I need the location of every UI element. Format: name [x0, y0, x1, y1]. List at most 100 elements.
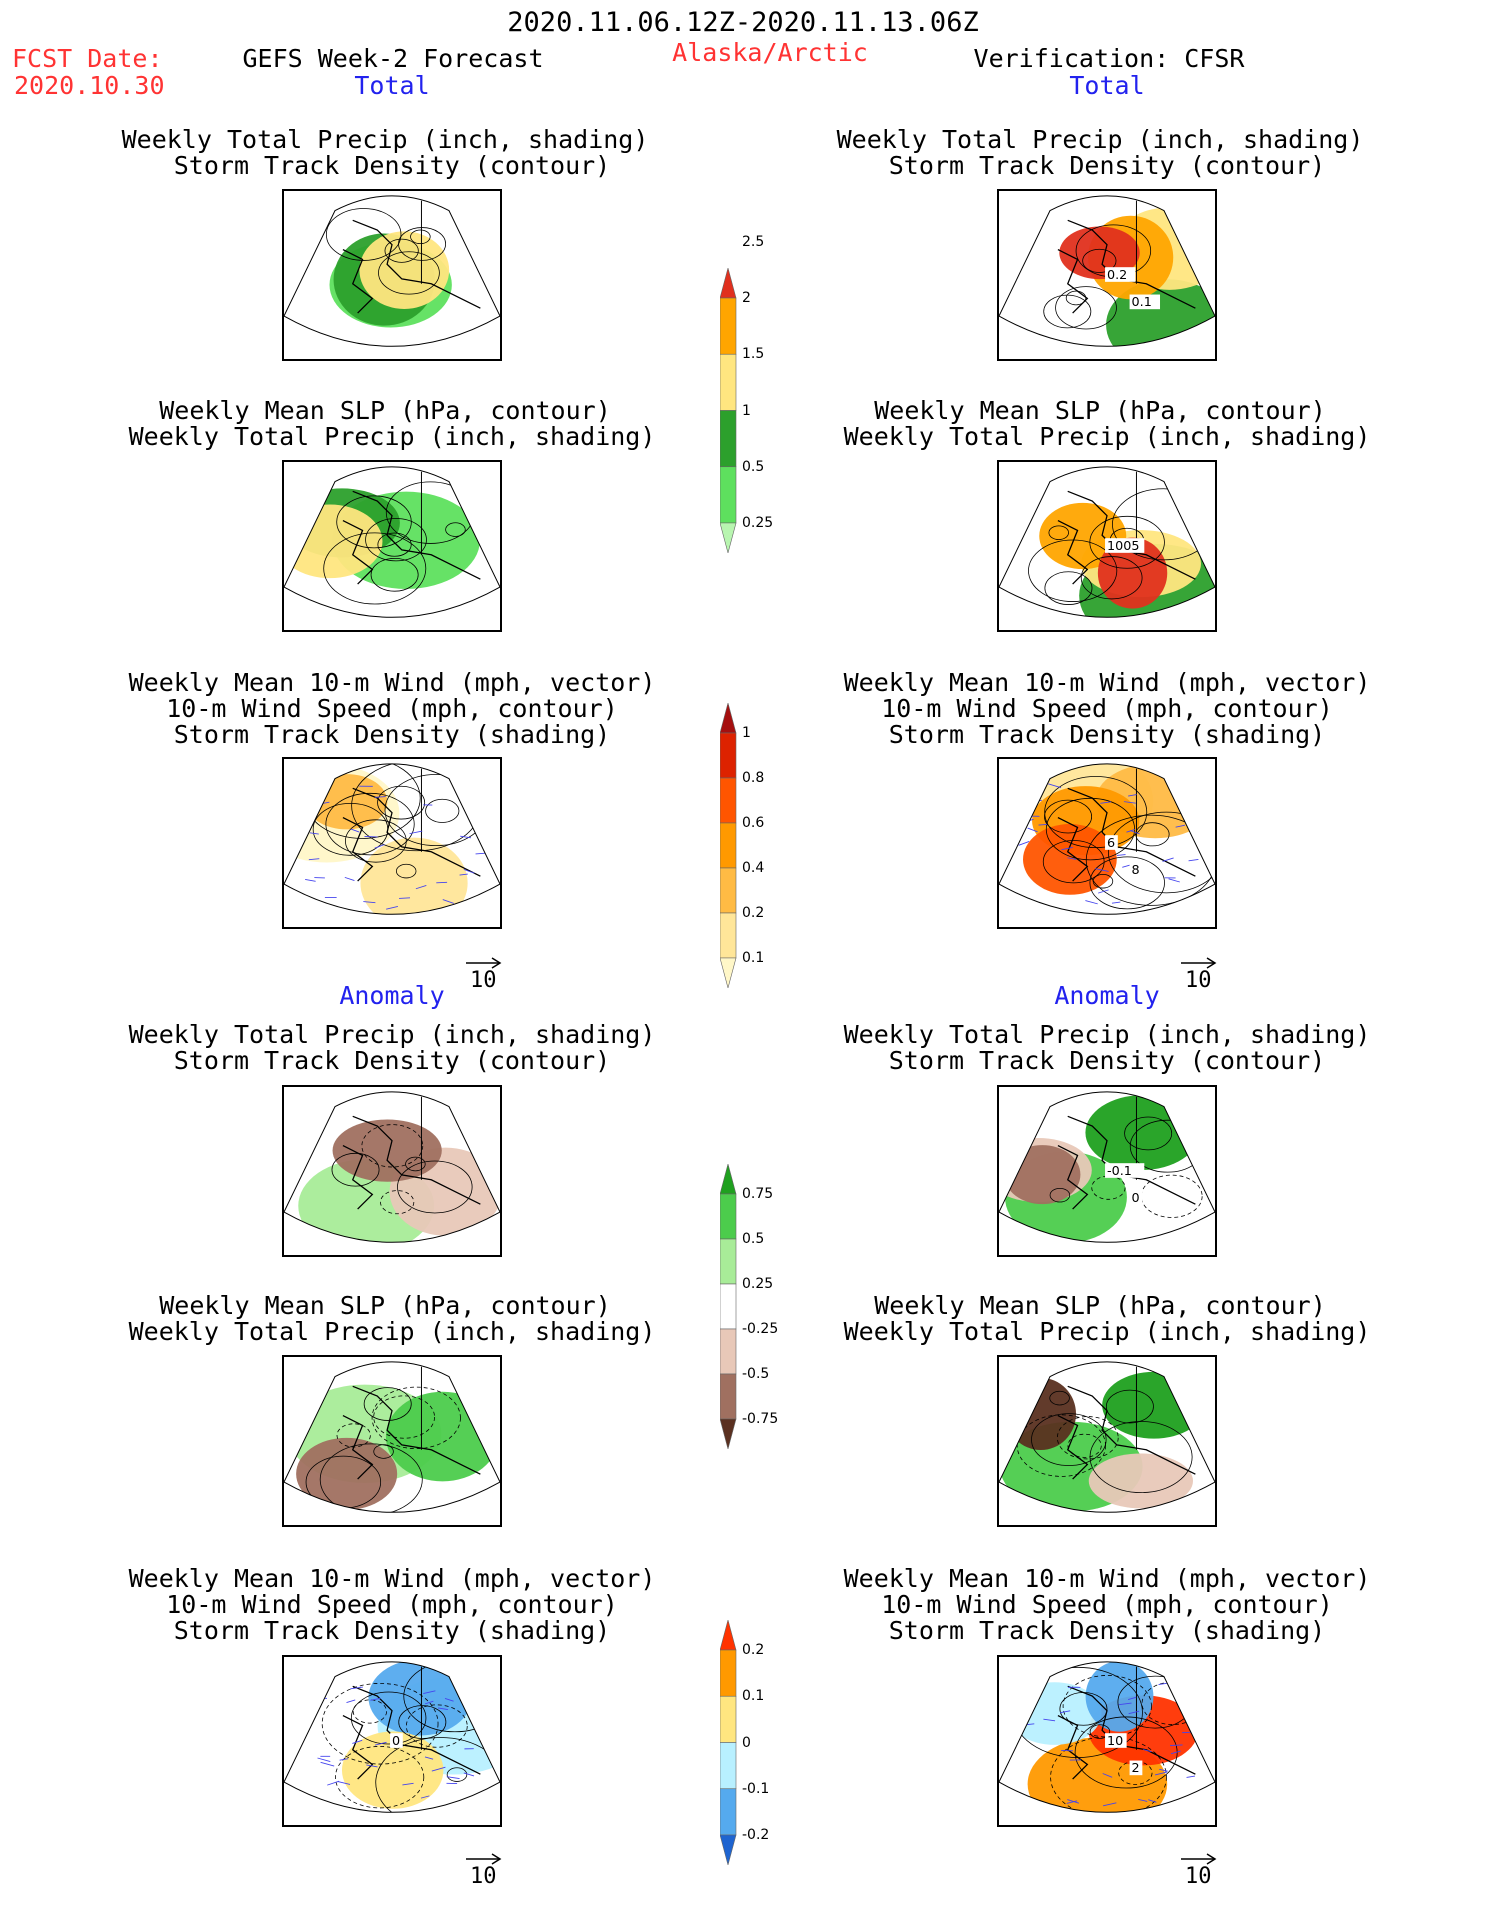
contour-line	[410, 229, 431, 245]
map-canvas	[284, 1361, 500, 1513]
contour-label-bg	[1105, 267, 1136, 282]
wind-vector	[409, 830, 423, 835]
contour-label: 8	[1132, 863, 1140, 878]
wind-vector	[1085, 900, 1098, 905]
shading-region	[341, 1731, 444, 1809]
wind-vector	[350, 1686, 363, 1690]
contour-line	[1049, 1187, 1071, 1203]
colorbar-label: 0.2	[742, 905, 765, 921]
contour-line	[325, 792, 415, 856]
title-gefs-anom-precip-2: Storm Track Density (contour)	[173, 1046, 611, 1075]
wind-vector	[346, 1699, 356, 1703]
title-cfsr-anom-wind-3: Storm Track Density (shading)	[888, 1616, 1326, 1645]
contour-line	[371, 1386, 461, 1450]
map-domain-outline	[284, 1661, 500, 1813]
contour-line	[1043, 294, 1092, 329]
map-gefs-total-slp	[282, 460, 502, 632]
colorbar-swatch	[720, 1834, 737, 1865]
contour-line	[1124, 1116, 1173, 1151]
forecast-period: 2020.11.06.12Z-2020.11.13.06Z	[507, 7, 979, 38]
title-cfsr-anom-slp-1: Weekly Mean SLP (hPa, contour)	[874, 1291, 1326, 1320]
wind-vector	[1162, 857, 1174, 862]
title-gefs-anom-slp-1: Weekly Mean SLP (hPa, contour)	[159, 1291, 611, 1320]
colorbar-label: 0.75	[742, 1186, 774, 1202]
wind-vector	[1060, 1710, 1071, 1714]
title-gefs-total-precip-2: Storm Track Density (contour)	[173, 151, 611, 180]
map-gefs-anom-precip	[282, 1085, 502, 1257]
contour-line	[1065, 290, 1087, 306]
wind-vector	[431, 1766, 446, 1772]
wind-vector	[305, 879, 316, 882]
shading-region	[1097, 537, 1168, 609]
contour-label-bg	[390, 1733, 403, 1748]
colorbar-label: -0.75	[742, 1411, 779, 1427]
map-canvas: 68	[999, 763, 1215, 915]
map-canvas: 10 2	[999, 1661, 1215, 1813]
fcst-date-value: 2020.10.30	[14, 71, 165, 100]
shading-region	[1085, 1661, 1154, 1732]
contour-line	[1028, 539, 1118, 602]
shading-region	[368, 1661, 472, 1736]
contour-line	[1044, 571, 1093, 605]
contour-line	[1108, 811, 1215, 894]
wind-vector	[1154, 1771, 1168, 1776]
colorbar-label: 0.8	[742, 770, 765, 786]
wind-vector	[1148, 1799, 1157, 1803]
map-canvas: 0	[284, 1661, 500, 1813]
wind-vector	[424, 1756, 434, 1760]
colorbar-swatch	[720, 268, 737, 299]
title-cfsr-anom-wind-1: Weekly Mean 10-m Wind (mph, vector)	[843, 1564, 1371, 1593]
map-canvas	[284, 763, 500, 915]
contour-line	[1059, 1692, 1108, 1726]
wind-vector	[1170, 1750, 1181, 1755]
contour-label-bg	[1105, 1733, 1127, 1748]
colorbar-swatch	[720, 1742, 737, 1790]
contour-line	[1089, 856, 1165, 910]
shading-region	[1023, 824, 1117, 895]
section-total-left: Total	[354, 71, 430, 100]
contour-line	[336, 495, 412, 549]
map-canvas	[284, 466, 500, 618]
title-gefs-anom-precip-1: Weekly Total Precip (inch, shading)	[128, 1020, 656, 1049]
colorbar-storm-anom: 0.2 0.1 0 -0.1 -0.2	[720, 1620, 810, 1865]
title-cfsr-total-wind-1: Weekly Mean 10-m Wind (mph, vector)	[843, 668, 1371, 697]
shading-region	[385, 1391, 500, 1482]
arrow-right-icon	[1181, 1853, 1217, 1865]
contour-label: 10	[1107, 1734, 1123, 1749]
wind-vector	[424, 1700, 434, 1705]
colorbar-label: 0.6	[742, 815, 765, 831]
colorbar-swatch	[720, 1418, 737, 1449]
map-domain-outline	[999, 466, 1215, 618]
coastline	[342, 787, 481, 882]
colorbar-swatch	[720, 957, 737, 988]
fcst-date-label: FCST Date:	[12, 44, 163, 73]
wind-vector	[366, 1764, 378, 1768]
wind-vector	[415, 885, 427, 890]
colorbar-label: 1	[742, 402, 751, 419]
colorbar-swatch	[720, 703, 737, 734]
wind-vector	[1038, 823, 1048, 826]
wind-vector	[1127, 1696, 1137, 1700]
wind-vector	[344, 876, 355, 881]
contour-line	[375, 1737, 500, 1813]
contour-label-bg	[1129, 1190, 1143, 1206]
map-gefs-anom-wind: 0	[282, 1655, 502, 1827]
colorbar-swatch	[720, 1649, 737, 1697]
contour-line	[425, 798, 460, 823]
vector-ref-cfsr-total: 10	[1177, 956, 1237, 996]
contour-label-bg	[1105, 835, 1118, 850]
title-cfsr-total-wind-3: Storm Track Density (shading)	[888, 720, 1326, 749]
title-gefs-total-wind-1: Weekly Mean 10-m Wind (mph, vector)	[128, 668, 656, 697]
coastline	[342, 1385, 481, 1480]
wind-vector	[327, 1780, 340, 1786]
arrow-right-icon	[466, 1853, 502, 1865]
colorbar-swatch	[720, 297, 737, 355]
title-gefs-total-wind-3: Storm Track Density (shading)	[173, 720, 611, 749]
colorbar-swatch	[720, 912, 737, 959]
contour-line	[1056, 1416, 1119, 1460]
contour-line	[384, 238, 419, 263]
shading-region	[296, 1437, 398, 1510]
wind-vector	[444, 1698, 454, 1702]
wind-vector	[1116, 854, 1126, 856]
contour-line	[378, 251, 440, 295]
